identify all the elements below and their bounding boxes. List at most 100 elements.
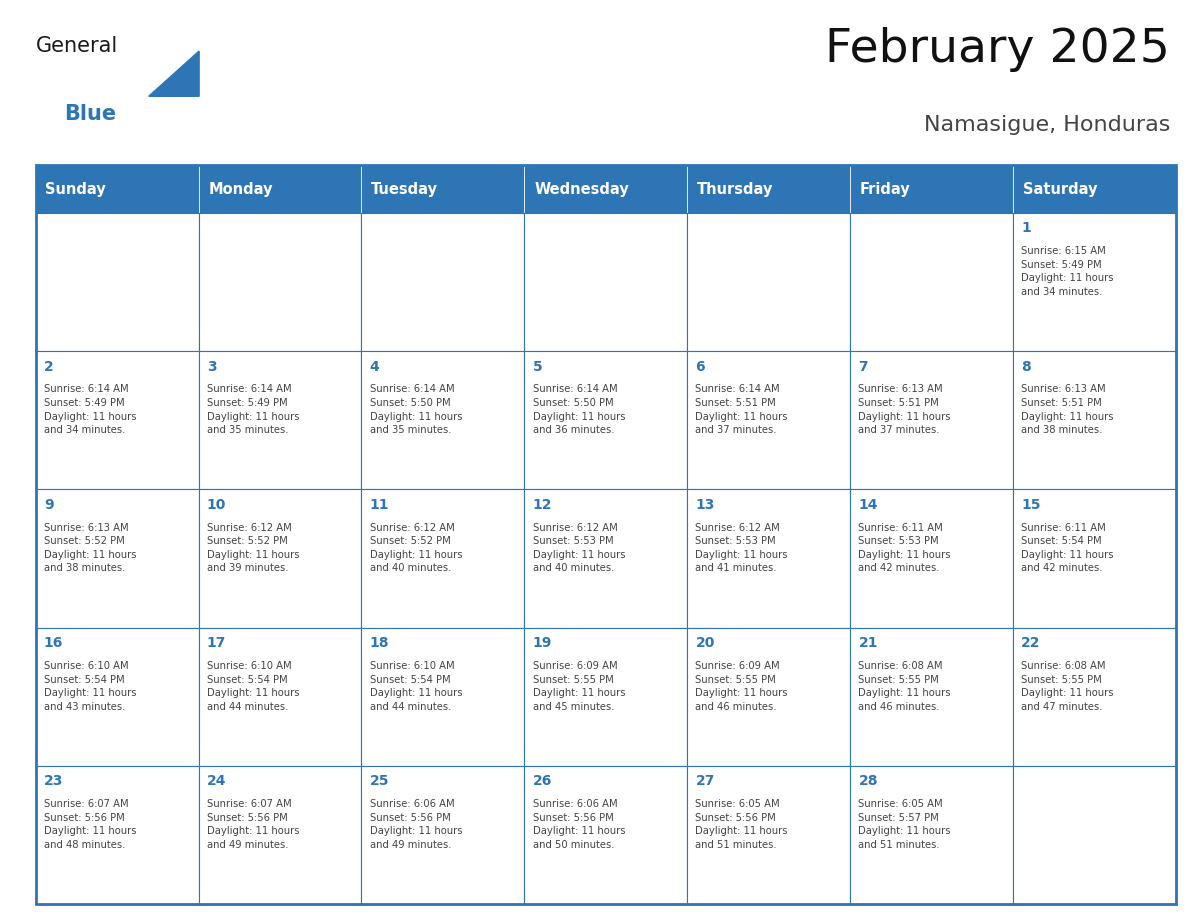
- Text: 15: 15: [1022, 498, 1041, 511]
- Text: Tuesday: Tuesday: [372, 182, 438, 196]
- Text: 27: 27: [695, 774, 715, 789]
- Bar: [361, 628, 524, 766]
- Bar: [36, 352, 198, 489]
- Bar: [36, 628, 198, 766]
- Text: Sunrise: 6:07 AM
Sunset: 5:56 PM
Daylight: 11 hours
and 49 minutes.: Sunrise: 6:07 AM Sunset: 5:56 PM Dayligh…: [207, 800, 299, 850]
- Text: 19: 19: [532, 636, 552, 650]
- Text: 4: 4: [369, 360, 379, 374]
- Bar: [198, 213, 361, 352]
- Text: 25: 25: [369, 774, 390, 789]
- Bar: [361, 352, 524, 489]
- Bar: [36, 165, 1176, 904]
- Bar: [1013, 213, 1176, 352]
- Bar: [524, 165, 688, 213]
- Text: Sunday: Sunday: [45, 182, 106, 196]
- Text: 9: 9: [44, 498, 53, 511]
- Bar: [688, 628, 851, 766]
- Text: 8: 8: [1022, 360, 1031, 374]
- Text: Sunrise: 6:09 AM
Sunset: 5:55 PM
Daylight: 11 hours
and 46 minutes.: Sunrise: 6:09 AM Sunset: 5:55 PM Dayligh…: [695, 661, 788, 711]
- Text: Thursday: Thursday: [697, 182, 773, 196]
- Text: Sunrise: 6:14 AM
Sunset: 5:51 PM
Daylight: 11 hours
and 37 minutes.: Sunrise: 6:14 AM Sunset: 5:51 PM Dayligh…: [695, 385, 788, 435]
- Bar: [1013, 766, 1176, 904]
- Text: 3: 3: [207, 360, 216, 374]
- Text: 26: 26: [532, 774, 552, 789]
- Bar: [198, 628, 361, 766]
- Bar: [36, 165, 198, 213]
- Bar: [198, 489, 361, 628]
- Bar: [524, 213, 688, 352]
- Bar: [851, 766, 1013, 904]
- Bar: [524, 489, 688, 628]
- Bar: [1013, 352, 1176, 489]
- Text: 14: 14: [859, 498, 878, 511]
- Text: Sunrise: 6:11 AM
Sunset: 5:53 PM
Daylight: 11 hours
and 42 minutes.: Sunrise: 6:11 AM Sunset: 5:53 PM Dayligh…: [859, 522, 950, 574]
- Bar: [1013, 489, 1176, 628]
- Bar: [688, 213, 851, 352]
- Bar: [851, 489, 1013, 628]
- Bar: [361, 213, 524, 352]
- Text: 18: 18: [369, 636, 390, 650]
- Text: Sunrise: 6:06 AM
Sunset: 5:56 PM
Daylight: 11 hours
and 49 minutes.: Sunrise: 6:06 AM Sunset: 5:56 PM Dayligh…: [369, 800, 462, 850]
- Text: Wednesday: Wednesday: [535, 182, 628, 196]
- Text: 13: 13: [695, 498, 715, 511]
- Text: 7: 7: [859, 360, 868, 374]
- Text: 23: 23: [44, 774, 63, 789]
- Bar: [688, 766, 851, 904]
- Text: 1: 1: [1022, 221, 1031, 235]
- Bar: [851, 165, 1013, 213]
- Bar: [198, 165, 361, 213]
- Text: 28: 28: [859, 774, 878, 789]
- Bar: [198, 352, 361, 489]
- Text: February 2025: February 2025: [826, 27, 1170, 72]
- Text: Sunrise: 6:05 AM
Sunset: 5:57 PM
Daylight: 11 hours
and 51 minutes.: Sunrise: 6:05 AM Sunset: 5:57 PM Dayligh…: [859, 800, 950, 850]
- Text: General: General: [36, 37, 118, 56]
- Bar: [688, 352, 851, 489]
- Text: 20: 20: [695, 636, 715, 650]
- Bar: [524, 766, 688, 904]
- Text: 10: 10: [207, 498, 226, 511]
- Bar: [524, 352, 688, 489]
- Text: Sunrise: 6:05 AM
Sunset: 5:56 PM
Daylight: 11 hours
and 51 minutes.: Sunrise: 6:05 AM Sunset: 5:56 PM Dayligh…: [695, 800, 788, 850]
- Text: Sunrise: 6:12 AM
Sunset: 5:52 PM
Daylight: 11 hours
and 40 minutes.: Sunrise: 6:12 AM Sunset: 5:52 PM Dayligh…: [369, 522, 462, 574]
- Text: 16: 16: [44, 636, 63, 650]
- Text: Sunrise: 6:12 AM
Sunset: 5:53 PM
Daylight: 11 hours
and 41 minutes.: Sunrise: 6:12 AM Sunset: 5:53 PM Dayligh…: [695, 522, 788, 574]
- Text: 17: 17: [207, 636, 226, 650]
- Text: Sunrise: 6:13 AM
Sunset: 5:52 PM
Daylight: 11 hours
and 38 minutes.: Sunrise: 6:13 AM Sunset: 5:52 PM Dayligh…: [44, 522, 137, 574]
- Text: 11: 11: [369, 498, 390, 511]
- Bar: [688, 165, 851, 213]
- Text: Monday: Monday: [208, 182, 273, 196]
- Text: Sunrise: 6:13 AM
Sunset: 5:51 PM
Daylight: 11 hours
and 37 minutes.: Sunrise: 6:13 AM Sunset: 5:51 PM Dayligh…: [859, 385, 950, 435]
- Text: Friday: Friday: [860, 182, 911, 196]
- Text: 21: 21: [859, 636, 878, 650]
- Text: Sunrise: 6:12 AM
Sunset: 5:52 PM
Daylight: 11 hours
and 39 minutes.: Sunrise: 6:12 AM Sunset: 5:52 PM Dayligh…: [207, 522, 299, 574]
- Text: Sunrise: 6:14 AM
Sunset: 5:49 PM
Daylight: 11 hours
and 35 minutes.: Sunrise: 6:14 AM Sunset: 5:49 PM Dayligh…: [207, 385, 299, 435]
- Bar: [851, 352, 1013, 489]
- Text: Sunrise: 6:06 AM
Sunset: 5:56 PM
Daylight: 11 hours
and 50 minutes.: Sunrise: 6:06 AM Sunset: 5:56 PM Dayligh…: [532, 800, 625, 850]
- Text: 12: 12: [532, 498, 552, 511]
- Text: Blue: Blue: [64, 105, 116, 124]
- Bar: [361, 489, 524, 628]
- Text: 22: 22: [1022, 636, 1041, 650]
- Bar: [1013, 628, 1176, 766]
- Text: 6: 6: [695, 360, 706, 374]
- Bar: [361, 165, 524, 213]
- Bar: [851, 213, 1013, 352]
- Polygon shape: [148, 51, 200, 96]
- Text: Sunrise: 6:10 AM
Sunset: 5:54 PM
Daylight: 11 hours
and 43 minutes.: Sunrise: 6:10 AM Sunset: 5:54 PM Dayligh…: [44, 661, 137, 711]
- Text: Sunrise: 6:09 AM
Sunset: 5:55 PM
Daylight: 11 hours
and 45 minutes.: Sunrise: 6:09 AM Sunset: 5:55 PM Dayligh…: [532, 661, 625, 711]
- Bar: [36, 489, 198, 628]
- Text: 5: 5: [532, 360, 542, 374]
- Bar: [1013, 165, 1176, 213]
- Text: Sunrise: 6:08 AM
Sunset: 5:55 PM
Daylight: 11 hours
and 47 minutes.: Sunrise: 6:08 AM Sunset: 5:55 PM Dayligh…: [1022, 661, 1114, 711]
- Text: 2: 2: [44, 360, 53, 374]
- Text: Sunrise: 6:10 AM
Sunset: 5:54 PM
Daylight: 11 hours
and 44 minutes.: Sunrise: 6:10 AM Sunset: 5:54 PM Dayligh…: [207, 661, 299, 711]
- Text: Sunrise: 6:10 AM
Sunset: 5:54 PM
Daylight: 11 hours
and 44 minutes.: Sunrise: 6:10 AM Sunset: 5:54 PM Dayligh…: [369, 661, 462, 711]
- Text: Sunrise: 6:15 AM
Sunset: 5:49 PM
Daylight: 11 hours
and 34 minutes.: Sunrise: 6:15 AM Sunset: 5:49 PM Dayligh…: [1022, 246, 1114, 297]
- Text: Sunrise: 6:08 AM
Sunset: 5:55 PM
Daylight: 11 hours
and 46 minutes.: Sunrise: 6:08 AM Sunset: 5:55 PM Dayligh…: [859, 661, 950, 711]
- Text: Namasigue, Honduras: Namasigue, Honduras: [924, 115, 1170, 135]
- Text: Sunrise: 6:12 AM
Sunset: 5:53 PM
Daylight: 11 hours
and 40 minutes.: Sunrise: 6:12 AM Sunset: 5:53 PM Dayligh…: [532, 522, 625, 574]
- Bar: [688, 489, 851, 628]
- Bar: [198, 766, 361, 904]
- Bar: [851, 628, 1013, 766]
- Bar: [361, 766, 524, 904]
